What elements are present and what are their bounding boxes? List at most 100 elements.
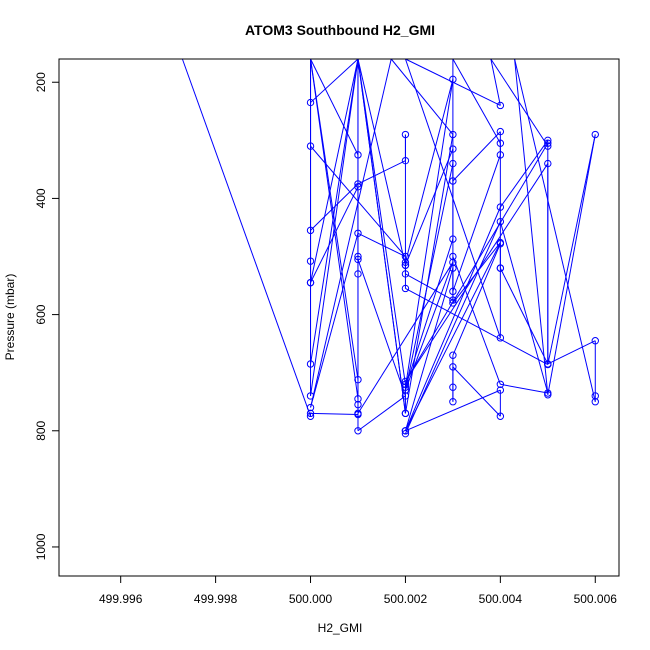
data-point: [544, 139, 552, 147]
data-point: [306, 226, 315, 235]
series-segment: [452, 131, 501, 182]
y-tick-label: 800: [34, 420, 48, 440]
data-point: [496, 264, 505, 272]
data-point: [496, 334, 505, 342]
series-segment: [357, 58, 406, 385]
data-point: [496, 386, 505, 394]
data-point: [449, 287, 457, 296]
series-segment: [547, 134, 596, 365]
series-segment: [514, 58, 596, 402]
series-segment: [405, 142, 549, 382]
series-segment: [452, 366, 501, 417]
data-point: [354, 252, 362, 261]
data-point: [591, 398, 599, 406]
series-segment: [310, 58, 392, 408]
y-axis-label: Pressure (mbar): [3, 274, 17, 361]
data-point: [354, 151, 362, 159]
series-segment: [310, 58, 359, 283]
series-segment: [452, 242, 501, 304]
data-point: [354, 229, 362, 237]
x-tick-label: 500.004: [479, 592, 523, 606]
data-point: [449, 235, 457, 243]
data-point: [544, 159, 552, 168]
series-segment: [310, 58, 359, 156]
x-axis: 499.996 499.998 500.000 500.002 500.004 500.0…: [99, 575, 617, 606]
data-point: [354, 427, 362, 435]
data-point: [401, 409, 410, 418]
data-point: [544, 142, 552, 150]
data-point: [354, 270, 362, 278]
data-point: [544, 389, 552, 397]
data-point: [306, 98, 315, 107]
data-point: [591, 337, 599, 345]
data-point: [591, 392, 599, 400]
series-segment: [310, 233, 359, 408]
series-segment: [500, 383, 548, 394]
data-point: [496, 127, 505, 136]
series-segment: [390, 58, 454, 135]
series-segment: [404, 238, 454, 388]
x-tick-label: 499.996: [99, 592, 143, 606]
data-point: [354, 375, 362, 384]
series-segment: [310, 183, 359, 231]
data-point: [306, 403, 315, 412]
series-segment: [547, 340, 596, 365]
series-segment: [404, 163, 454, 391]
data-point: [449, 75, 457, 84]
data-point: [496, 412, 505, 420]
data-point: [496, 203, 505, 211]
data-point: [401, 252, 410, 261]
data-point: [306, 360, 315, 368]
series-segment: [404, 267, 454, 431]
chart-title: ATOM3 Southbound H2_GMI: [245, 22, 435, 38]
data-point: [449, 351, 457, 359]
data-point: [401, 284, 410, 293]
data-point: [401, 386, 410, 394]
data-point: [449, 145, 457, 153]
data-point: [544, 136, 552, 145]
data-point: [354, 255, 362, 264]
series-segment: [357, 58, 406, 266]
series-segment: [547, 134, 596, 395]
series-segment: [310, 186, 359, 283]
series-segment: [310, 58, 359, 103]
data-point: [449, 296, 457, 304]
series-segment: [357, 160, 406, 185]
data-point: [401, 130, 410, 139]
series-segment: [404, 262, 454, 391]
data-point: [401, 270, 410, 278]
series-segment: [404, 134, 454, 414]
data-point: [449, 159, 457, 168]
data-point: [306, 257, 315, 265]
series-segment: [499, 221, 549, 394]
series-segment: [452, 154, 501, 292]
series-segment: [310, 412, 358, 416]
series-segment: [452, 58, 501, 144]
series-segment: [310, 58, 359, 380]
data-point: [496, 101, 505, 110]
data-point: [449, 252, 457, 261]
series-segment: [404, 79, 454, 263]
data-point: [306, 142, 315, 150]
marker-layer: [306, 75, 599, 438]
data-point: [401, 427, 410, 435]
series-segment: [357, 58, 406, 414]
series-segment: [452, 243, 501, 356]
x-tick-label: 499.998: [194, 592, 238, 606]
series-segment: [405, 389, 501, 432]
data-point: [401, 377, 410, 386]
data-point: [401, 261, 410, 269]
data-point: [449, 299, 457, 307]
data-point: [354, 409, 362, 418]
series-segment: [404, 79, 454, 388]
series-segment: [357, 395, 406, 432]
data-point: [401, 258, 410, 267]
data-point: [496, 238, 505, 247]
data-point: [401, 156, 410, 165]
data-point: [306, 278, 315, 287]
data-point: [306, 412, 315, 420]
data-point: [401, 392, 410, 400]
data-point: [401, 380, 410, 389]
data-point: [496, 151, 505, 159]
